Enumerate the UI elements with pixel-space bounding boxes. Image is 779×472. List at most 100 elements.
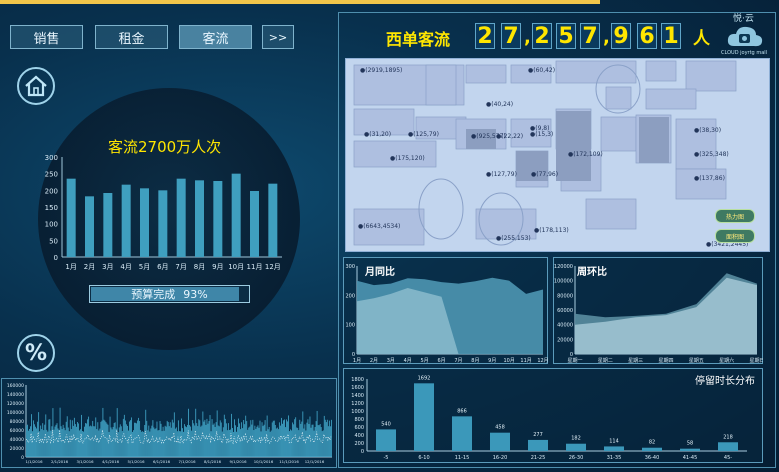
floor-map[interactable]: ●(2919,1895) ●(60,42) ●(40,24) ●(31,20) ●(12… <box>345 58 770 252</box>
data-label: 114 <box>609 438 619 444</box>
heatmap-button[interactable]: 热力图 <box>715 209 755 223</box>
daily-bar <box>192 420 194 457</box>
daily-bar <box>180 431 181 457</box>
daily-bar <box>106 423 108 457</box>
daily-bar <box>41 429 43 457</box>
daily-bar <box>190 426 192 457</box>
x-tick-label: 11月 <box>247 263 263 271</box>
y-tick-label: 1400 <box>351 393 364 399</box>
tab-more[interactable]: >> <box>262 25 294 49</box>
x-tick-label: 8月 <box>194 263 205 271</box>
counter-separator: , <box>524 27 531 48</box>
bar <box>642 447 662 451</box>
daily-bar <box>242 428 244 457</box>
daily-bar <box>100 421 102 457</box>
daily-bar <box>227 423 229 457</box>
daily-bar <box>194 425 196 457</box>
daily-bar <box>327 426 329 457</box>
daily-bar <box>198 419 200 457</box>
daily-bar <box>263 424 265 457</box>
daily-bar <box>199 420 201 457</box>
daily-bar <box>277 429 279 457</box>
tab-rent[interactable]: 租金 <box>95 25 168 49</box>
y-tick-label: 100 <box>45 221 58 229</box>
daily-bar <box>122 418 124 457</box>
y-tick-label: 300 <box>45 154 58 162</box>
daily-bar <box>48 419 50 457</box>
daily-bar <box>135 422 136 457</box>
daily-bar <box>290 429 291 457</box>
map-count-label: ●(175,120) <box>390 155 425 162</box>
daily-bar <box>39 431 41 457</box>
daily-bar <box>243 419 245 457</box>
map-count-label: ●(325,348) <box>694 151 729 158</box>
map-count-label: ●(137,86) <box>694 175 725 182</box>
y-tick-label: 200 <box>345 293 355 299</box>
daily-bar <box>82 431 83 457</box>
daily-bar <box>72 425 74 457</box>
y-tick-label: 100000 <box>7 410 24 416</box>
daily-bar <box>258 427 260 457</box>
map-block <box>645 60 677 82</box>
daily-bar <box>310 427 312 457</box>
daily-bar <box>28 430 29 457</box>
tab-sales[interactable]: 销售 <box>10 25 83 49</box>
daily-bar <box>165 426 167 457</box>
daily-bar <box>108 431 110 457</box>
x-tick-label: 6/1/2016 <box>153 459 171 464</box>
y-tick-label: 1600 <box>351 385 364 391</box>
daily-bar <box>32 431 33 457</box>
daily-bar <box>312 424 314 457</box>
daily-bar <box>137 420 138 457</box>
daily-bar <box>88 416 90 457</box>
x-tick-label: 星期二 <box>598 358 613 364</box>
daily-bar <box>47 431 49 457</box>
daily-bar <box>83 431 84 457</box>
daily-bar <box>59 407 61 457</box>
daily-bar <box>139 421 141 457</box>
y-tick-label: 600 <box>354 425 364 431</box>
daily-bar <box>241 422 243 457</box>
daily-bar <box>226 430 228 457</box>
map-count-label: ●(925,577) <box>471 133 506 140</box>
tab-traffic[interactable]: 客流 <box>179 25 252 49</box>
home-icon[interactable] <box>17 67 55 105</box>
daily-bar <box>311 424 313 457</box>
daily-bar <box>172 422 174 457</box>
daily-bar <box>37 421 39 457</box>
area-map-button[interactable]: 面积图 <box>715 229 755 243</box>
x-tick-label: 26-30 <box>569 455 584 461</box>
cloud-logo-icon <box>726 22 764 50</box>
daily-bar <box>300 423 302 457</box>
daily-bar <box>148 425 150 457</box>
daily-bar <box>151 425 153 457</box>
daily-bar <box>223 414 225 457</box>
bar <box>604 446 624 451</box>
bar <box>121 184 131 257</box>
map-block <box>555 60 637 84</box>
daily-bar <box>60 426 62 457</box>
x-tick-label: 10/1/2016 <box>254 459 274 464</box>
y-tick-label: 60000 <box>10 428 24 434</box>
daily-bar <box>55 424 57 457</box>
daily-bar <box>58 429 60 457</box>
map-block <box>475 208 537 240</box>
counter-digit: 7 <box>501 23 521 49</box>
daily-bar <box>250 420 252 457</box>
percent-icon[interactable]: % <box>17 334 55 372</box>
daily-bar <box>158 430 160 457</box>
daily-bar <box>155 428 157 457</box>
daily-bar <box>132 431 133 457</box>
daily-bar <box>90 425 92 457</box>
daily-bar <box>247 429 249 457</box>
y-tick-label: 200 <box>45 187 58 195</box>
daily-bar <box>115 428 117 457</box>
daily-bar <box>44 424 46 457</box>
daily-bar <box>89 426 91 457</box>
daily-bar <box>62 424 64 457</box>
data-label: 182 <box>571 436 581 442</box>
daily-bar <box>153 427 155 457</box>
budget-value: 93% <box>183 287 208 301</box>
daily-bar <box>91 426 93 457</box>
x-tick-label: 4/1/2016 <box>102 459 120 464</box>
